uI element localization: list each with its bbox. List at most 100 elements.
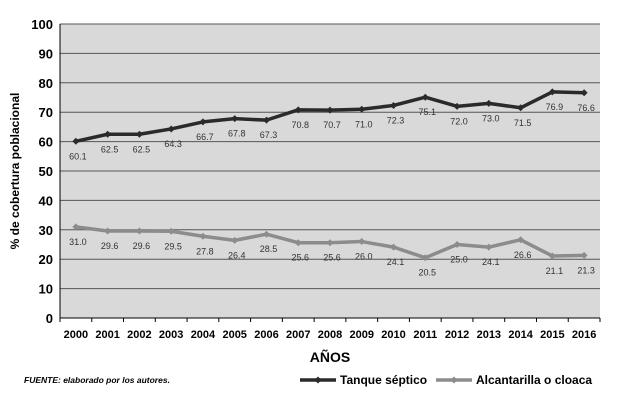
data-point [72, 137, 80, 145]
y-tick-label: 90 [39, 46, 53, 61]
source-note: FUENTE: elaborado por los autores. [24, 375, 170, 385]
x-tick-label: 2004 [191, 329, 216, 341]
y-axis-title: % de cobertura poblacional [8, 93, 22, 250]
data-point [231, 115, 239, 123]
data-label: 25.0 [450, 255, 468, 265]
data-point [390, 101, 398, 109]
data-label: 26.6 [514, 250, 532, 260]
data-point [421, 254, 429, 262]
data-label: 20.5 [419, 268, 437, 278]
data-label: 62.5 [133, 144, 151, 154]
x-tick-label: 2010 [381, 329, 405, 341]
data-point [199, 118, 207, 126]
data-label: 72.3 [387, 115, 405, 125]
x-tick-label: 2009 [350, 329, 374, 341]
x-axis-title: AÑOS [310, 348, 350, 365]
y-tick-label: 10 [39, 282, 53, 297]
data-point [548, 88, 556, 96]
x-tick-label: 2002 [127, 329, 151, 341]
x-tick-label: 2014 [508, 329, 533, 341]
legend-marker [314, 376, 322, 384]
gridlines [59, 23, 601, 322]
legend-marker [450, 376, 458, 384]
x-tick-label: 2006 [254, 329, 278, 341]
x-tick-label: 2007 [286, 329, 310, 341]
data-point [580, 251, 588, 259]
data-point [104, 130, 112, 138]
y-tick-label: 20 [39, 252, 53, 267]
x-tick-label: 2001 [95, 329, 119, 341]
x-tick-label: 2000 [64, 329, 88, 341]
data-label: 67.8 [228, 129, 246, 139]
y-tick-label: 40 [39, 193, 53, 208]
data-label: 75.1 [419, 107, 437, 117]
data-point [135, 227, 143, 235]
x-tick-label: 2016 [572, 329, 596, 341]
data-point [294, 239, 302, 247]
data-labels: 60.1 62.5 62.5 64.3 66.7 67.8 67.3 70.8 70.7 71.0… [69, 102, 595, 278]
data-label: 71.0 [355, 119, 373, 129]
data-label: 73.0 [482, 113, 500, 123]
x-tick-label: 2005 [222, 329, 246, 341]
data-point [72, 223, 80, 231]
data-point [326, 106, 334, 114]
data-label: 66.7 [196, 132, 214, 142]
data-point [580, 89, 588, 97]
y-tick-label: 30 [39, 223, 53, 238]
x-tick-label: 2008 [318, 329, 342, 341]
x-axis-ticks: 2000 2001 2002 2003 2004 2005 2006 2007 2008 2009… [64, 329, 597, 341]
data-label: 25.6 [323, 253, 341, 263]
data-label: 64.3 [164, 139, 182, 149]
data-point [135, 130, 143, 138]
data-label: 24.1 [482, 257, 500, 267]
data-point [453, 102, 461, 110]
data-label: 26.4 [228, 250, 246, 260]
data-point [262, 116, 270, 124]
data-label: 24.1 [387, 257, 405, 267]
legend-label: Tanque séptico [340, 373, 427, 387]
y-tick-label: 80 [39, 76, 53, 91]
y-tick-label: 60 [39, 135, 53, 150]
data-point [358, 238, 366, 246]
data-point [517, 236, 525, 244]
y-tick-label: 70 [39, 105, 53, 120]
data-label: 21.3 [577, 265, 595, 275]
data-point [390, 243, 398, 251]
legend: Tanque séptico Alcantarilla o cloaca [300, 373, 592, 387]
data-label: 25.6 [291, 253, 309, 263]
x-tick-label: 2012 [445, 329, 469, 341]
data-point [517, 104, 525, 112]
data-label: 27.8 [196, 246, 214, 256]
data-point [485, 243, 493, 251]
x-tick-label: 2013 [477, 329, 501, 341]
data-point [358, 105, 366, 113]
y-tick-label: 50 [39, 164, 53, 179]
data-label: 62.5 [101, 144, 119, 154]
data-label: 71.5 [514, 118, 532, 128]
data-point [548, 252, 556, 260]
data-point [294, 106, 302, 114]
data-point [453, 241, 461, 248]
series-group [72, 88, 588, 262]
data-point [326, 239, 334, 247]
data-point [421, 93, 429, 101]
y-axis-ticks: 0 10 20 30 40 50 60 70 80 90 100 [31, 17, 53, 326]
data-label: 76.6 [577, 103, 595, 113]
data-point [167, 125, 175, 133]
data-label: 29.5 [164, 241, 182, 251]
x-tick-label: 2003 [159, 329, 183, 341]
legend-label: Alcantarilla o cloaca [476, 373, 592, 387]
data-label: 76.9 [546, 102, 564, 112]
y-tick-label: 0 [46, 311, 53, 326]
data-point [167, 227, 175, 235]
data-point [262, 230, 270, 238]
data-label: 28.5 [260, 244, 278, 254]
data-label: 67.3 [260, 130, 278, 140]
data-label: 21.1 [546, 266, 564, 276]
y-tick-label: 100 [31, 17, 53, 32]
x-tick-label: 2011 [413, 329, 437, 341]
data-point [199, 232, 207, 240]
data-point [231, 236, 239, 244]
data-label: 26.0 [355, 252, 373, 262]
